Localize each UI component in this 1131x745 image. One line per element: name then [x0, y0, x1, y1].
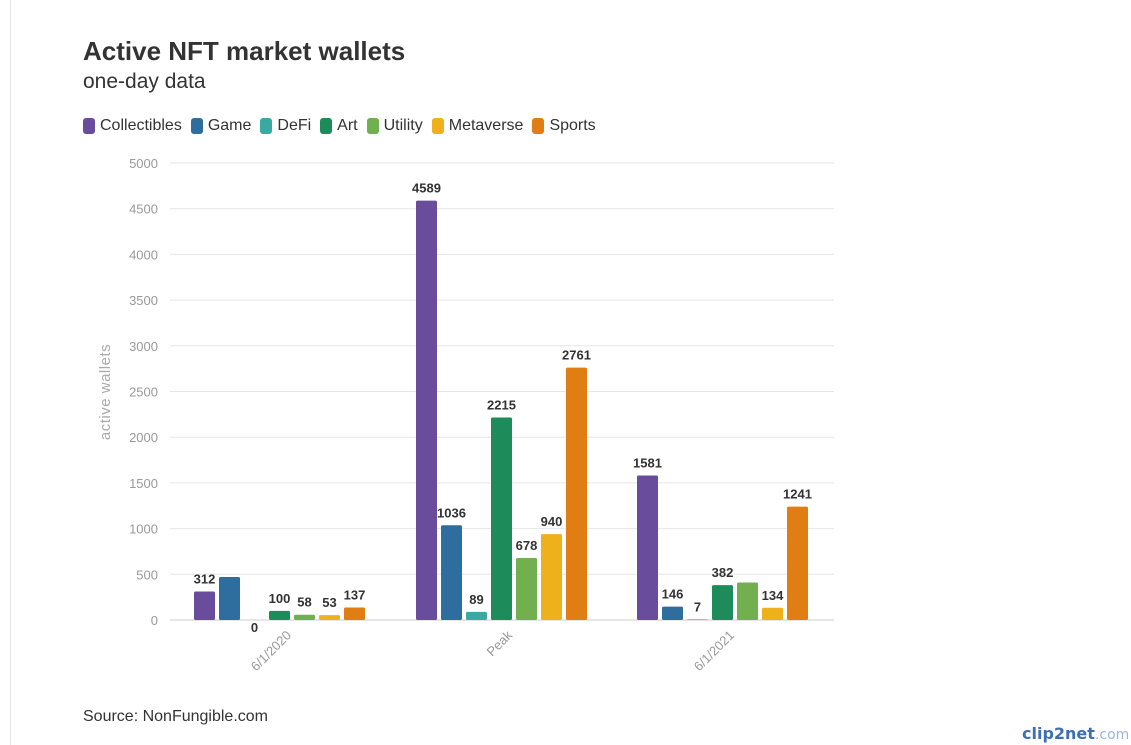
- frame-border: [10, 0, 11, 745]
- data-label: 58: [297, 595, 311, 610]
- bar-game: [219, 577, 240, 620]
- legend-label: Metaverse: [448, 117, 524, 134]
- legend-label: Game: [207, 117, 252, 134]
- x-tick-label: 6/1/2021: [691, 628, 737, 674]
- watermark-logo: clip2net.com: [1022, 724, 1129, 743]
- x-tick-label: Peak: [484, 627, 516, 659]
- legend-item-defi[interactable]: DeFi: [260, 117, 311, 135]
- y-tick-label: 0: [151, 613, 158, 628]
- bar-utility: [737, 582, 758, 620]
- y-tick-label: 2500: [129, 385, 158, 400]
- data-label: 1036: [437, 505, 466, 520]
- bar-art: [491, 417, 512, 620]
- y-tick-label: 5000: [129, 156, 158, 171]
- bar-collectibles: [194, 591, 215, 620]
- legend-item-metaverse[interactable]: Metaverse: [431, 117, 524, 135]
- legend-label: Utility: [383, 117, 423, 134]
- legend-label: DeFi: [277, 117, 312, 134]
- legend-swatch: [431, 118, 444, 134]
- bar-metaverse: [762, 607, 783, 620]
- chart-subtitle: one-day data: [83, 70, 206, 93]
- bar-sports: [344, 607, 365, 620]
- legend-swatch: [320, 118, 333, 134]
- legend-item-utility[interactable]: Utility: [366, 117, 423, 135]
- data-label: 382: [712, 565, 734, 580]
- data-label: 1581: [633, 455, 662, 470]
- data-label: 134: [762, 588, 784, 603]
- legend-swatch: [366, 118, 379, 134]
- bar-game: [662, 606, 683, 620]
- data-label: 1241: [783, 487, 812, 502]
- bar-utility: [294, 614, 315, 620]
- data-label: 89: [469, 592, 483, 607]
- legend-swatch: [260, 118, 273, 134]
- bar-sports: [566, 367, 587, 620]
- bar-collectibles: [416, 200, 437, 620]
- data-label: 100: [269, 591, 291, 606]
- bar-utility: [516, 558, 537, 620]
- y-tick-label: 3000: [129, 339, 158, 354]
- legend-label: Sports: [549, 117, 596, 134]
- bar-defi: [687, 619, 708, 620]
- y-tick-label: 4500: [129, 202, 158, 217]
- y-axis-label: active wallets: [97, 344, 114, 440]
- legend-item-collectibles[interactable]: Collectibles: [83, 117, 182, 135]
- bar-game: [441, 525, 462, 620]
- watermark-domain: .com: [1094, 727, 1130, 743]
- bar-sports: [787, 506, 808, 620]
- data-label: 53: [322, 595, 336, 610]
- legend-item-game[interactable]: Game: [190, 117, 252, 135]
- source-note: Source: NonFungible.com: [83, 708, 268, 725]
- data-label: 4589: [412, 181, 441, 196]
- bar-defi: [466, 611, 487, 620]
- legend-swatch: [532, 118, 545, 134]
- y-tick-label: 500: [136, 567, 158, 582]
- data-label: 678: [516, 538, 538, 553]
- bar-collectibles: [637, 475, 658, 620]
- legend-label: Collectibles: [100, 117, 182, 134]
- data-label: 137: [344, 587, 366, 602]
- legend: Collectibles Game DeFi Art Utility Metaverse S…: [83, 117, 596, 135]
- legend-label: Art: [337, 117, 358, 134]
- y-tick-label: 1000: [129, 522, 158, 537]
- legend-item-art[interactable]: Art: [320, 117, 358, 135]
- data-label: 7: [694, 599, 701, 614]
- bar-metaverse: [319, 615, 340, 620]
- data-label: 2215: [487, 398, 516, 413]
- chart-title: Active NFT market wallets: [83, 36, 406, 66]
- y-tick-label: 2000: [129, 430, 158, 445]
- data-label: 312: [194, 571, 216, 586]
- y-tick-label: 3500: [129, 293, 158, 308]
- y-tick-label: 1500: [129, 476, 158, 491]
- data-label: 0: [251, 620, 258, 635]
- bar-metaverse: [541, 534, 562, 620]
- data-label: 2761: [562, 348, 591, 363]
- bar-art: [269, 610, 290, 620]
- legend-swatch: [83, 118, 95, 134]
- watermark-brand: clip2net: [1022, 724, 1095, 743]
- legend-swatch: [190, 118, 203, 134]
- legend-item-sports[interactable]: Sports: [532, 117, 596, 135]
- data-label: 146: [662, 587, 684, 602]
- data-label: 940: [541, 514, 563, 529]
- bar-art: [712, 585, 733, 620]
- y-tick-label: 4000: [129, 247, 158, 262]
